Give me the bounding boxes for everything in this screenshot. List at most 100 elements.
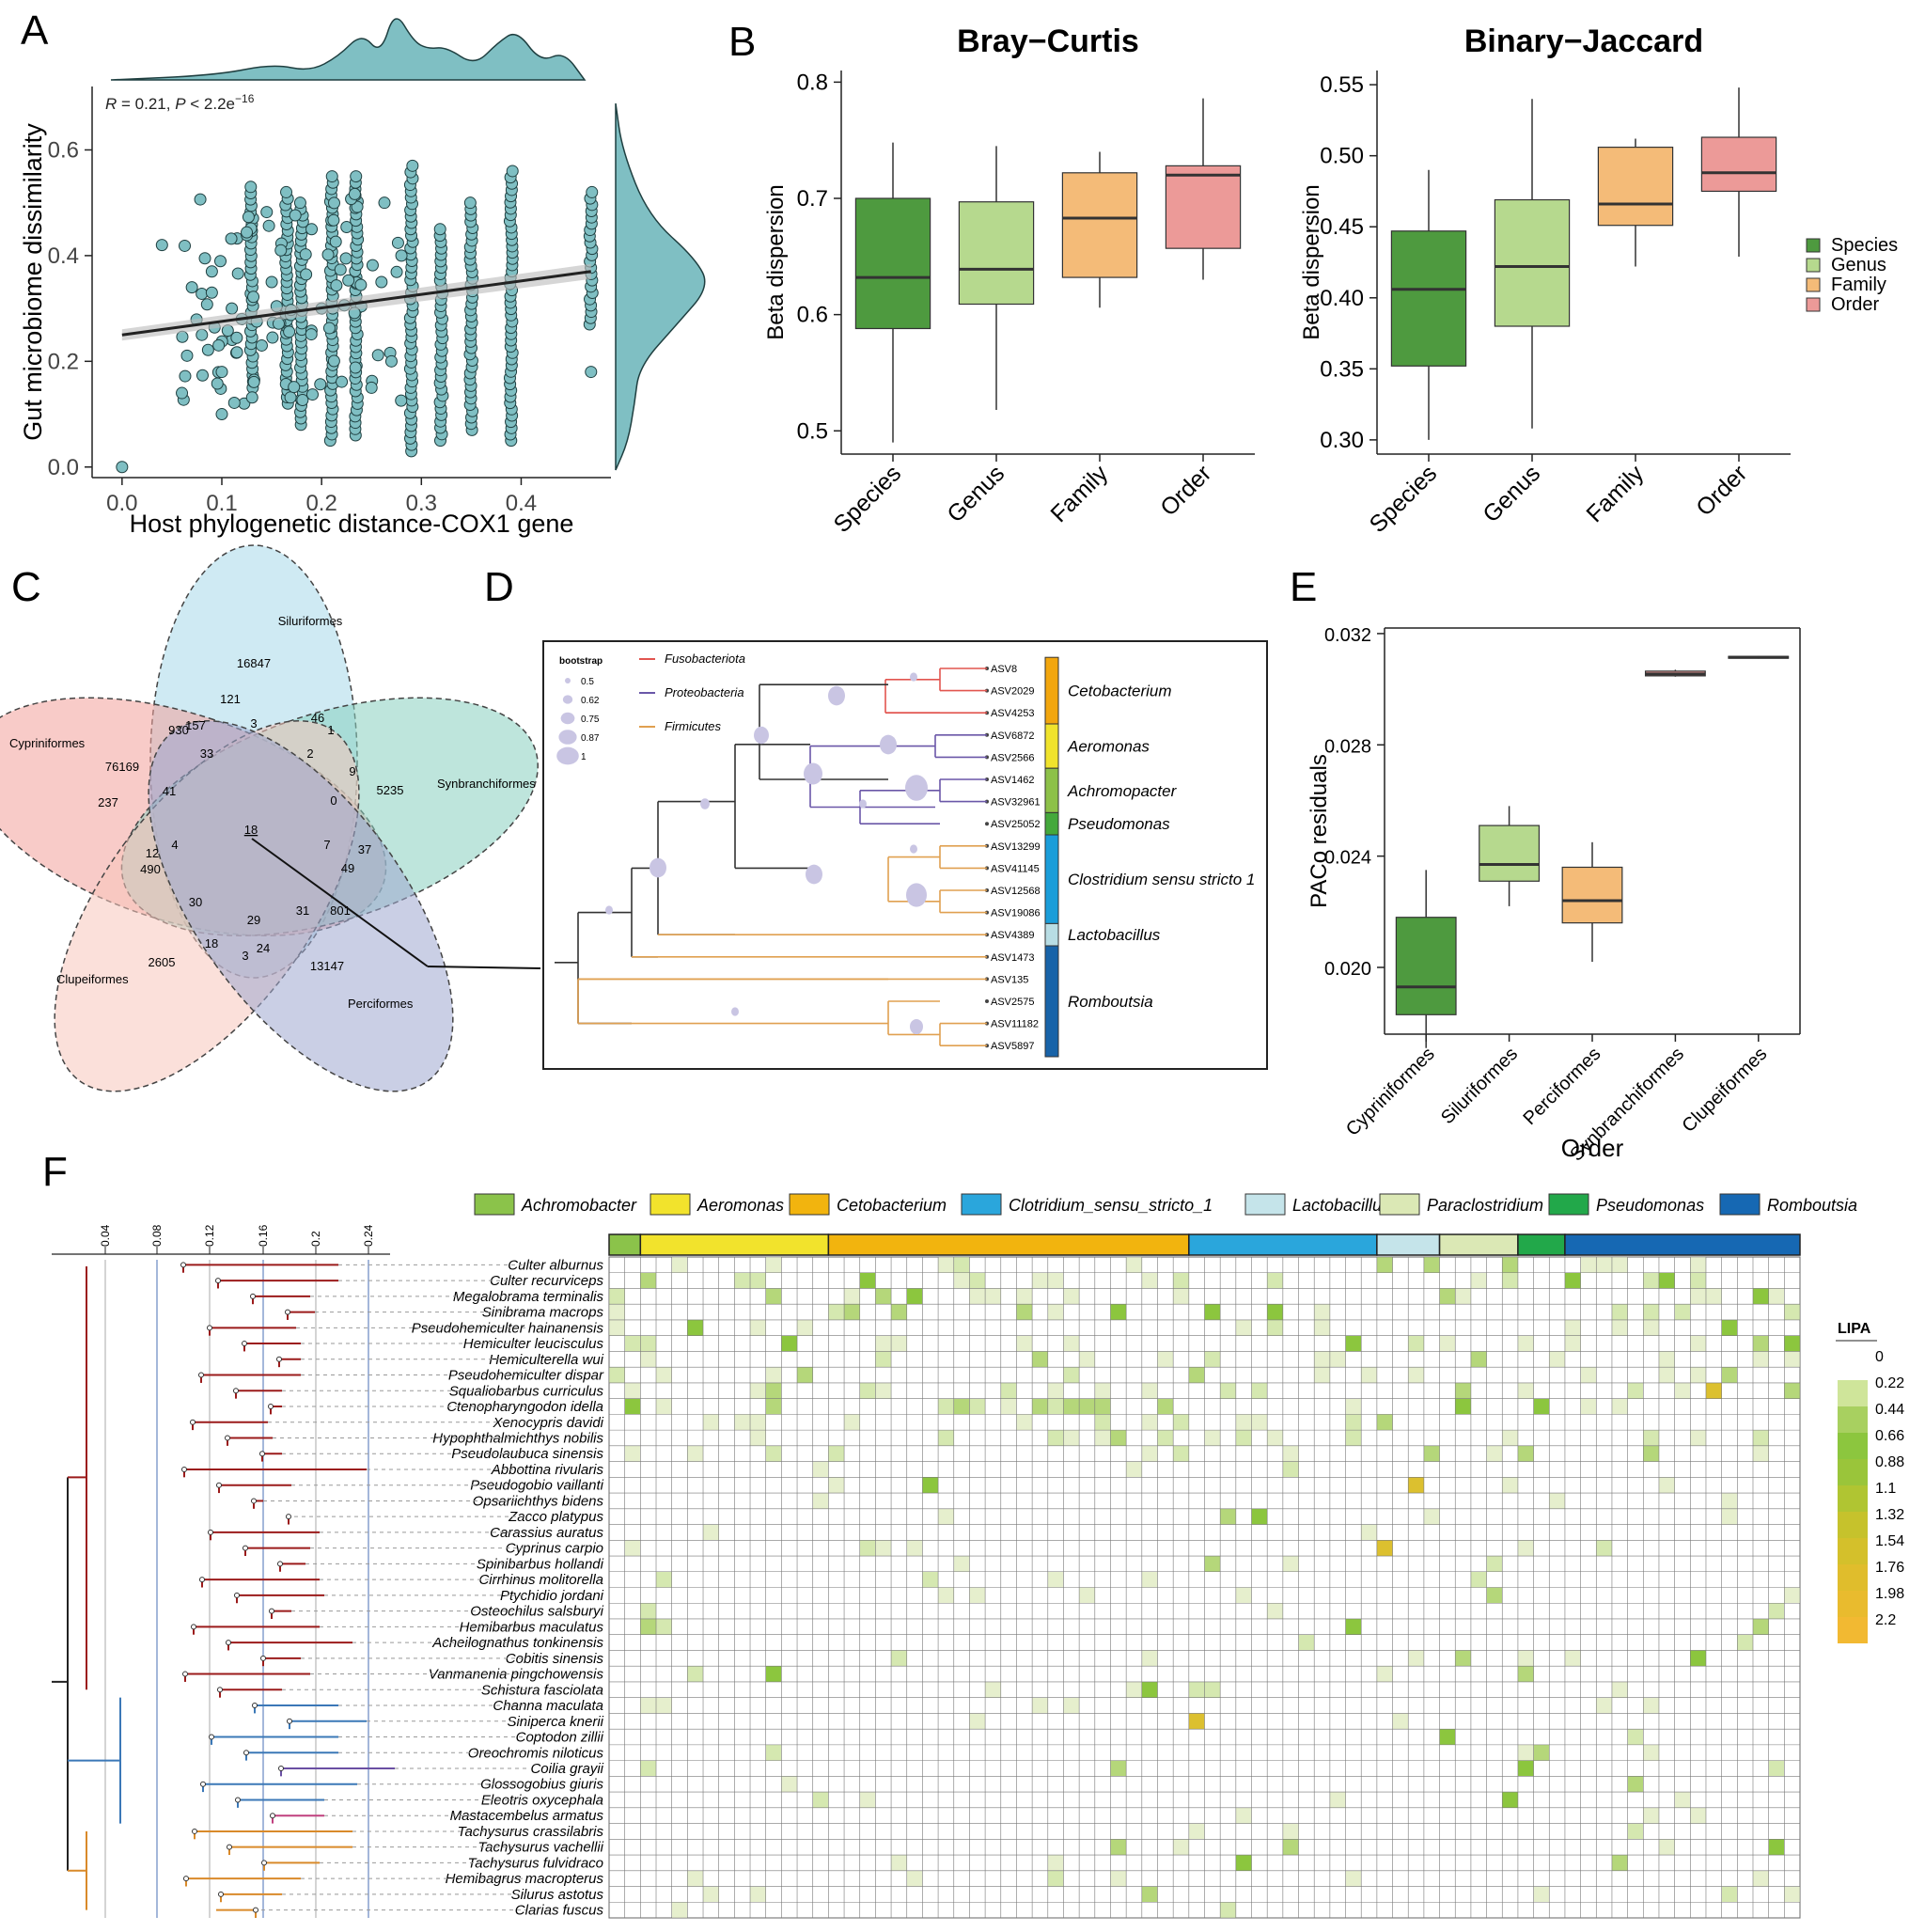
scatter-point — [391, 236, 404, 249]
x-tick-label: Family — [1045, 460, 1113, 527]
box-body — [1700, 136, 1777, 193]
heatmap-cell — [1752, 1335, 1769, 1352]
heatmap-cell — [1627, 1823, 1644, 1840]
box-body — [1597, 147, 1674, 227]
heatmap-cell — [1627, 1776, 1644, 1793]
heatmap-cell — [1502, 1257, 1518, 1273]
scatter-point — [283, 325, 296, 338]
heatmap-cell — [1141, 1414, 1158, 1431]
heatmap-cell — [1235, 1319, 1252, 1336]
genus-annotation-bar — [1376, 1233, 1441, 1256]
scatter-point — [200, 298, 213, 311]
venn-count: 490 — [140, 862, 161, 876]
heatmap-cell — [1580, 1398, 1597, 1415]
heatmap-cell — [1721, 1493, 1738, 1509]
heatmap-cell — [969, 1398, 986, 1415]
scale-swatch — [1838, 1354, 1868, 1380]
y-tick-label: 0.0 — [48, 455, 79, 480]
tree-leaf-label: ASV2575 — [991, 997, 1034, 1008]
scatter-point — [179, 369, 192, 383]
y-axis-title: PACo residuals — [1307, 754, 1332, 908]
species-label: Hypophthalmichthys nobilis — [432, 1430, 603, 1446]
panel-label-b: B — [728, 19, 757, 65]
heatmap-cell — [765, 1257, 782, 1273]
heatmap-cell — [687, 1666, 704, 1682]
tree-node — [286, 1514, 291, 1520]
heatmap-cell — [875, 1335, 892, 1352]
scatter-point — [463, 196, 477, 210]
heatmap-cell — [1282, 1839, 1299, 1856]
box-body — [1061, 172, 1138, 278]
heatmap-cell — [1439, 1335, 1456, 1352]
venn-set-label: Siluriformes — [278, 614, 343, 628]
venn-callout-line — [427, 966, 541, 969]
heatmap-cell — [1329, 1792, 1346, 1808]
scatter-point — [196, 369, 209, 382]
heatmap-cell — [1690, 1257, 1706, 1273]
heatmap-cell — [1674, 1304, 1691, 1320]
heatmap-cell — [1173, 1445, 1189, 1462]
x-tick-label: 0.2 — [305, 491, 336, 516]
scatter-point — [155, 239, 168, 252]
heatmap-cell — [1643, 1744, 1659, 1761]
y-tick-label: 0.50 — [1320, 144, 1364, 169]
tree-node — [191, 1624, 196, 1630]
heatmap-cell — [828, 1304, 845, 1320]
box-body — [1479, 825, 1541, 882]
heatmap-cell — [750, 1430, 766, 1446]
bootstrap-node — [910, 672, 917, 682]
heatmap-cell — [1408, 1335, 1424, 1352]
box-body — [1561, 866, 1623, 924]
genus-legend-swatch — [1244, 1193, 1286, 1216]
heatmap-cell — [938, 1508, 954, 1525]
species-label: Abbottina rivularis — [491, 1462, 604, 1478]
y-axis-title: Beta dispersion — [1299, 184, 1324, 339]
heatmap-cell — [797, 1319, 813, 1336]
scale-swatch — [1838, 1512, 1868, 1538]
tree-node — [216, 1482, 222, 1488]
tree-leaf-label: ASV19086 — [991, 908, 1041, 919]
species-label: Eleotris oxycephala — [481, 1792, 603, 1808]
scatter-point — [348, 187, 361, 200]
genus-legend-swatch — [789, 1193, 830, 1216]
y-tick-label: 0.2 — [48, 349, 79, 374]
scale-tick-label: 1.32 — [1875, 1507, 1904, 1523]
heatmap-cell — [969, 1288, 986, 1305]
legend-label: Species — [1831, 235, 1898, 256]
heatmap-cell — [1000, 1398, 1017, 1415]
heatmap-cell — [1705, 1382, 1722, 1399]
scatter-point — [215, 366, 228, 379]
heatmap-cell — [828, 1477, 845, 1494]
scatter-point — [179, 239, 192, 252]
heatmap-cell — [1564, 1335, 1581, 1352]
tree-node — [215, 1278, 221, 1284]
heatmap-cell — [1517, 1760, 1534, 1777]
heatmap-cell — [875, 1288, 892, 1305]
heatmap-cell — [938, 1257, 954, 1273]
tree-axis-tick-label: 0.2 — [309, 1231, 322, 1247]
scatter-point — [201, 343, 214, 356]
heatmap-cell — [1408, 1477, 1424, 1494]
x-tick-label: 0.4 — [506, 491, 537, 516]
tree-axis-tick-label: 0.12 — [203, 1224, 216, 1247]
genus-legend-label: Clotridium_sensu_stricto_1 — [1009, 1196, 1213, 1215]
legend-swatch — [1806, 258, 1821, 273]
venn-count: 41 — [163, 784, 176, 798]
scatter-point — [116, 461, 129, 474]
y-tick-label: 0.028 — [1324, 736, 1371, 757]
scale-tick-label: 0.22 — [1875, 1375, 1904, 1391]
species-label: Coilia grayii — [530, 1761, 603, 1777]
annotation-r-text: = 0.21, — [117, 95, 175, 113]
heatmap-cell — [1611, 1855, 1628, 1871]
heatmap-cell — [765, 1367, 782, 1383]
y-tick-label: 0.032 — [1324, 625, 1371, 646]
heatmap-cell — [1032, 1398, 1048, 1415]
scale-tick-label: 1.54 — [1875, 1533, 1904, 1549]
tree-node — [198, 1372, 204, 1378]
scale-swatch — [1838, 1406, 1868, 1433]
heatmap-cell — [1126, 1461, 1142, 1478]
scatter-point — [327, 213, 340, 227]
scatter-point — [225, 232, 238, 245]
heatmap-cell — [1768, 1839, 1785, 1856]
heatmap-cell — [1643, 1272, 1659, 1289]
